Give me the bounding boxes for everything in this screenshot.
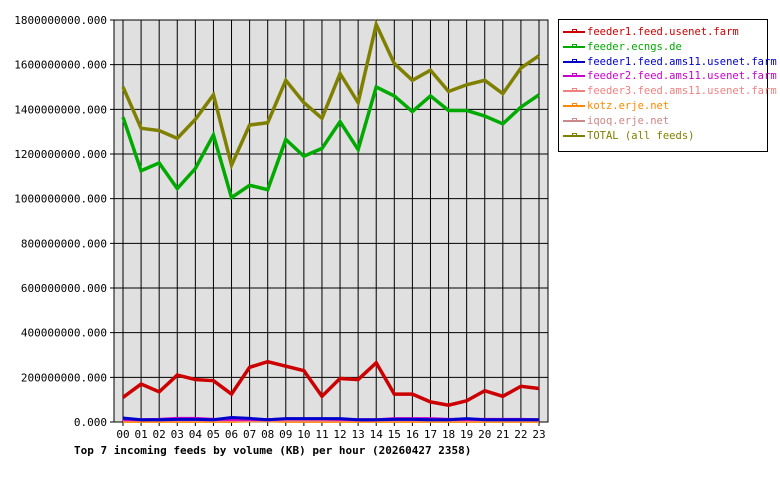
legend-swatch-icon <box>563 29 585 33</box>
x-tick-label: 14 <box>370 428 384 441</box>
x-tick-label: 02 <box>153 428 166 441</box>
legend-swatch-icon <box>563 58 585 63</box>
x-tick-label: 21 <box>496 428 509 441</box>
x-tick-label: 15 <box>388 428 401 441</box>
x-tick-label: 19 <box>460 428 473 441</box>
legend-swatch-icon <box>563 73 585 78</box>
legend-swatch-icon <box>563 103 585 107</box>
legend-item: iqoq.erje.net <box>563 114 669 128</box>
legend-swatch-icon <box>563 132 585 137</box>
x-tick-label: 16 <box>406 428 419 441</box>
x-tick-label: 04 <box>189 428 203 441</box>
y-tick-label: 0.000 <box>74 416 107 429</box>
x-tick-label: 08 <box>261 428 274 441</box>
x-tick-label: 09 <box>279 428 292 441</box>
legend-item: feeder3.feed.ams11.usenet.farm <box>563 84 777 98</box>
series-line-feeder-ecngs-de <box>121 84 540 201</box>
y-tick-label: 1000000000.000 <box>14 193 107 206</box>
legend-swatch-icon <box>563 117 585 122</box>
legend-label: feeder1.feed.usenet.farm <box>587 26 739 38</box>
legend-swatch-icon <box>563 43 585 48</box>
legend-label: feeder2.feed.ams11.usenet.farm <box>587 70 777 83</box>
y-tick-label: 1800000000.000 <box>14 14 107 27</box>
y-tick-label: 200000000.000 <box>21 371 107 384</box>
legend-label: iqoq.erje.net <box>587 114 670 127</box>
x-tick-label: 13 <box>352 428 365 441</box>
x-tick-label: 11 <box>315 428 328 441</box>
x-tick-label: 18 <box>442 428 455 441</box>
x-tick-label: 12 <box>333 428 346 441</box>
legend-label: kotz.erje.net <box>587 100 670 112</box>
legend-item: TOTAL (all feeds) <box>563 129 694 143</box>
x-tick-label: 20 <box>478 428 491 441</box>
legend-label: feeder3.feed.ams11.usenet.farm <box>587 85 777 98</box>
x-tick-label: 23 <box>532 428 545 441</box>
x-tick-label: 07 <box>243 428 256 441</box>
x-tick-label: 05 <box>207 428 220 441</box>
x-tick-label: 17 <box>424 428 437 441</box>
x-tick-label: 06 <box>225 428 238 441</box>
plot-area <box>114 20 548 422</box>
legend-item: kotz.erje.net <box>563 99 669 113</box>
x-tick-label: 00 <box>116 428 129 441</box>
series-line-total-all-feeds- <box>121 19 540 171</box>
y-tick-label: 1400000000.000 <box>14 103 107 116</box>
legend-item: feeder1.feed.usenet.farm <box>563 25 739 39</box>
x-tick-label: 22 <box>514 428 527 441</box>
legend-label: feeder.ecngs.de <box>587 40 682 53</box>
chart-legend: feeder1.feed.usenet.farm feeder.ecngs.de f… <box>558 19 777 152</box>
series-line-feeder1-feed-usenet-farm <box>121 359 540 408</box>
legend-item: feeder.ecngs.de <box>563 40 682 54</box>
series-line-feeder1-feed-ams11-usenet-farm <box>122 416 539 422</box>
y-tick-label: 1600000000.000 <box>14 59 107 72</box>
y-tick-label: 1200000000.000 <box>14 148 107 161</box>
legend-item: feeder1.feed.ams11.usenet.farm <box>563 55 777 69</box>
y-tick-label: 400000000.000 <box>21 327 107 340</box>
x-tick-label: 01 <box>134 428 147 441</box>
legend-label: TOTAL (all feeds) <box>587 129 695 142</box>
chart-caption: Top 7 incoming feeds by volume (KB) per … <box>74 444 472 457</box>
y-tick-label: 800000000.000 <box>21 237 107 250</box>
x-tick-label: 10 <box>297 428 310 441</box>
legend-swatch-icon <box>563 88 585 93</box>
legend-label: feeder1.feed.ams11.usenet.farm <box>587 55 777 68</box>
y-tick-label: 600000000.000 <box>21 282 107 295</box>
x-tick-label: 03 <box>171 428 184 441</box>
legend-item: feeder2.feed.ams11.usenet.farm <box>563 69 777 83</box>
